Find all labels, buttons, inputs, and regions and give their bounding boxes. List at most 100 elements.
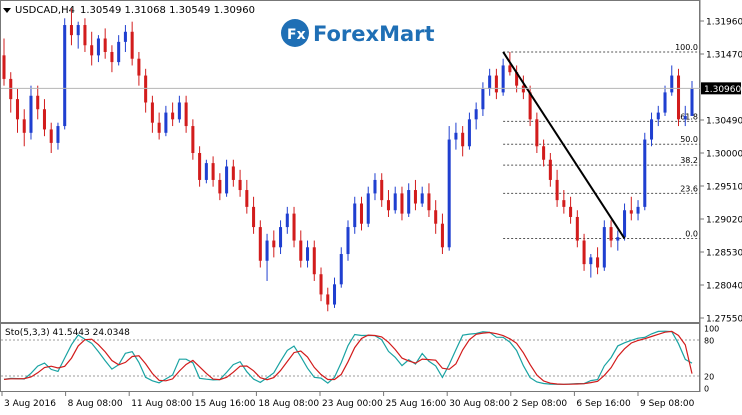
candle-body [683,115,687,120]
candle [501,58,505,96]
candle [29,85,33,140]
candle-body [42,109,46,130]
candle [629,196,633,221]
candle [555,169,559,207]
candle-body [171,112,175,120]
stochastic-tick-label: 100 [704,325,719,334]
candle-body [9,78,13,100]
candle-body [117,41,121,63]
candle-body [413,190,417,204]
stochastic-main-line [3,330,693,385]
candle [461,126,465,157]
price-tick-label: 1.29020 [706,216,742,226]
fibonacci-layer: 100.0 61.8 50.0 38.2 23.6 0.0 [503,43,700,240]
candle [76,21,80,49]
candle [299,230,303,268]
price-tick-label: 1.30000 [706,150,742,160]
candle [198,146,202,187]
candle [312,240,316,281]
candle-body [420,193,424,204]
candle-body [198,153,202,180]
candle [238,169,242,197]
candle-body [447,139,451,248]
forexmart-logo: Fx ForexMart [281,19,435,47]
candle-body [332,284,337,305]
candle [521,75,525,100]
candle-body [528,92,532,120]
candle-body [346,227,350,255]
fib-level-label: 23.6 [680,184,698,193]
candle [191,119,195,160]
candle-body [191,126,195,153]
candle-body [629,210,633,214]
candle-body [56,126,60,143]
time-tick-label: 9 Sep 08:00 [640,399,695,409]
candle [366,186,370,228]
candle-body [2,55,6,79]
candle-body [29,95,33,133]
candle [252,196,256,234]
price-tick-label: 1.28040 [706,282,742,292]
candle-body [299,240,303,261]
price-tick-label: 1.31470 [706,51,742,61]
fib-level-label: 100.0 [675,43,698,52]
candle [279,220,283,255]
candle-body [380,179,384,201]
candle-body [326,294,330,305]
stochastic-tick-label: 20 [704,373,714,382]
candle [589,254,593,278]
time-tick-label: 18 Aug 08:00 [258,399,319,409]
candle-body [461,132,465,147]
candle-body [407,190,411,214]
candle-body [245,190,249,207]
candle [292,206,296,248]
candle [413,179,417,211]
candle [676,68,681,127]
candle-body [359,203,364,224]
candle-body [103,38,107,52]
price-tick-label: 1.28530 [706,249,742,259]
time-tick-label: 23 Aug 00:00 [322,399,383,409]
candle [474,102,478,130]
time-tick-label: 8 Aug 08:00 [68,399,123,409]
candle [130,21,134,66]
candle-body [123,31,127,42]
candle [596,247,600,275]
candle-body [508,65,512,73]
candle-body [589,257,593,265]
candle [225,159,229,197]
candle-body [204,163,208,180]
symbol-dropdown-icon[interactable] [3,8,11,13]
candle-body [427,193,431,211]
candle [218,173,222,201]
candle [15,89,20,133]
candle-body [15,99,20,120]
candle [656,105,660,127]
candle [211,156,215,187]
candle-body [548,159,552,180]
candle [447,126,451,251]
candle [164,105,168,137]
candle [690,80,694,116]
candle [42,99,46,137]
logo-badge-letters: Fx [287,27,306,43]
time-axis: 3 Aug 2016 8 Aug 08:00 11 Aug 08:00 15 Aug … [1,392,695,409]
candle [326,287,330,312]
candle [427,183,431,217]
candle-body [643,139,647,207]
candle [643,132,647,211]
candle [373,173,377,201]
candle-body [353,203,357,228]
price-tick-label: 1.29510 [706,183,742,193]
candle-body [555,179,559,201]
candles-layer [2,8,694,312]
candle [582,233,586,271]
candle [488,68,492,96]
candle-body [542,146,546,160]
candle-body [306,247,310,261]
fibonacci-trendline[interactable] [502,51,626,240]
candle [346,220,350,261]
fib-level-label: 61.8 [680,112,698,121]
